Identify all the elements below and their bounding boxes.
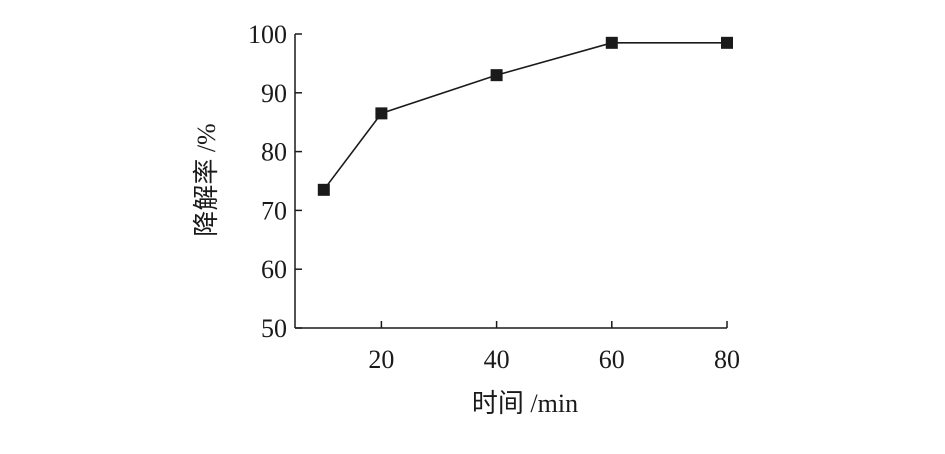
x-tick-label: 40 [484,345,510,374]
y-tick-label: 90 [261,79,287,108]
ticks: 50 60 70 80 90 100 20 40 60 80 [248,20,740,374]
x-axis-label: 时间 /min [472,389,578,418]
y-tick-label: 50 [261,314,287,343]
data-point-marker [605,36,618,49]
y-tick-label: 70 [261,196,287,225]
x-tick-label: 80 [714,345,740,374]
y-tick-label: 80 [261,138,287,167]
data-point-marker [317,183,330,196]
data-point-marker [490,69,503,82]
axes [294,34,727,329]
data-point-marker [721,36,733,49]
x-tick-label: 60 [599,345,625,374]
data-point-marker [375,107,388,120]
x-tick-label: 20 [368,345,394,374]
y-tick-label: 60 [261,255,287,284]
series [317,36,733,196]
y-axis-label: 降解率 /% [192,123,221,236]
y-tick-label: 100 [248,20,287,49]
